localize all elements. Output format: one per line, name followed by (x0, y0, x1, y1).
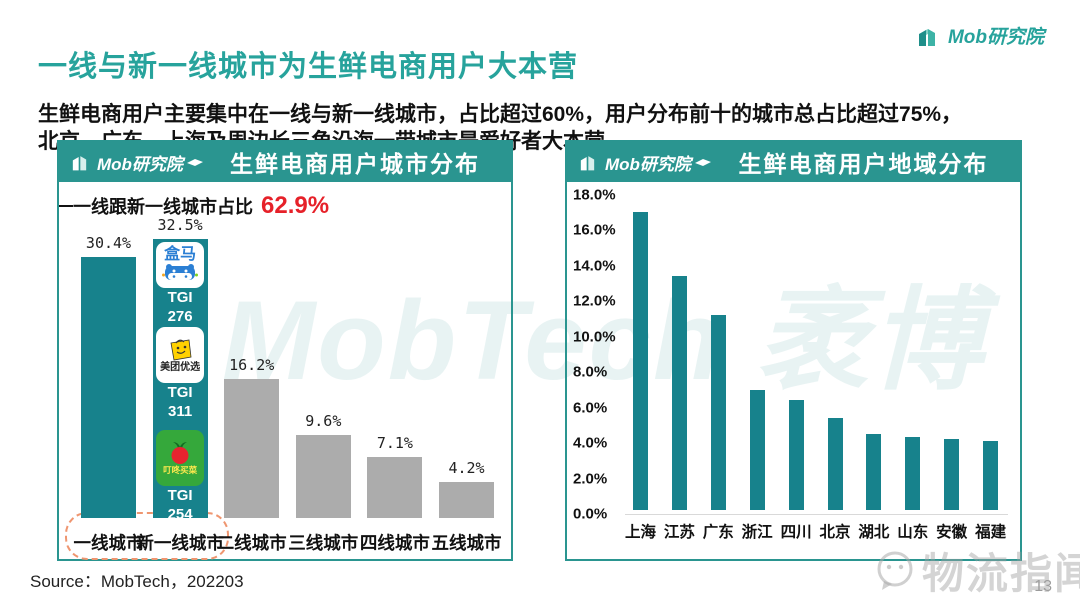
annotation-value: 62.9% (261, 192, 330, 219)
dingdong-radish-icon (171, 441, 189, 464)
city-bar-4 (295, 435, 351, 518)
mob-logo-small: Mob研究院 (71, 150, 203, 175)
y-axis-tick-3: 14.0% (573, 257, 616, 275)
region-category-label-4: 浙江 (741, 524, 773, 541)
mob-logo-small: Mob研究院 (579, 150, 711, 175)
city-bar-group-2: 32.5% 盒马 TGI 276 美团优选 TGI 311 叮咚买菜 TGI 254 (152, 215, 208, 523)
annotation-text: 一线跟新一线城市占比 (73, 197, 253, 217)
region-bar-6 (827, 417, 843, 510)
city-bar-group-3: 16.2% (224, 355, 280, 518)
region-distribution-chart: Mob研究院 生鲜电商用户地域分布 18.0% 16.0% 14.0% 12.0% 10… (565, 140, 1022, 561)
y-axis-tick-9: 2.0% (573, 470, 608, 488)
region-bar-2 (671, 276, 687, 510)
chart-title: 生鲜电商用户城市分布 (230, 151, 480, 177)
subtitle-line-1: 生鲜电商用户主要集中在一线与新一线城市，占比超过60%，用户分布前十的城市总占比… (38, 103, 963, 126)
app-tgi-value: 311 (167, 402, 193, 420)
city-category-label-5: 四线城市 (359, 533, 430, 553)
city-bar-group-4: 9.6% (295, 412, 351, 518)
region-bar-10 (983, 440, 999, 510)
app-tgi-label: TGI (167, 288, 193, 306)
region-category-label-10: 福建 (975, 524, 1007, 541)
region-chart-header: Mob研究院 生鲜电商用户地域分布 (567, 142, 1020, 182)
brand-name: Mob研究院 (947, 27, 1044, 48)
app-tgi-value: 276 (167, 307, 193, 325)
app-tgi-label: TGI (167, 486, 193, 504)
mob-building-icon (72, 156, 87, 171)
region-category-label-9: 安徽 (936, 524, 968, 541)
city-bar-group-5: 7.1% (367, 433, 423, 518)
city-category-label-6: 五线城市 (431, 533, 502, 553)
city-bar-6 (439, 481, 494, 518)
city-bar-value-3: 16.2% (229, 355, 275, 374)
city-distribution-chart: Mob研究院 生鲜电商用户城市分布 一线跟新一线城市占比 62.9% 30.4%… (57, 140, 513, 561)
app-badge-name: 美团优选 (160, 362, 201, 373)
region-category-label-3: 广东 (702, 524, 734, 541)
highlight-dashed-outline (65, 512, 229, 560)
app-badge-name: 盒马 (164, 246, 197, 263)
region-bar-9 (944, 439, 960, 510)
app-tgi-value: 254 (167, 505, 193, 523)
brand-name: Mob研究院 (97, 154, 183, 174)
city-chart-header: Mob研究院 生鲜电商用户城市分布 (59, 142, 511, 182)
y-axis-tick-8: 4.0% (573, 434, 608, 452)
city-bar-value-6: 4.2% (448, 458, 485, 477)
y-axis-tick-10: 0.0% (573, 505, 608, 523)
y-axis-tick-7: 6.0% (573, 399, 608, 417)
app-badge-2: 美团优选 (156, 326, 205, 383)
brand-name: Mob研究院 (605, 154, 691, 174)
region-category-label-1: 上海 (624, 524, 657, 541)
annotation-first-tier-share: 一线跟新一线城市占比 62.9% (59, 192, 329, 220)
y-axis-tick-5: 10.0% (573, 328, 616, 346)
city-bar-2: 盒马 TGI 276 美团优选 TGI 311 叮咚买菜 TGI 254 (152, 238, 208, 523)
app-badge-name: 叮咚买菜 (163, 464, 198, 475)
city-bar-1 (81, 256, 136, 518)
graduation-cap-icon (186, 159, 203, 166)
city-bar-value-2: 32.5% (157, 215, 203, 234)
y-axis-tick-4: 12.0% (573, 292, 616, 310)
y-axis-tick-6: 8.0% (573, 363, 608, 381)
page-title: 一线与新一线城市为生鲜电商用户大本营 (38, 51, 579, 84)
app-badge-1: 盒马 (156, 241, 205, 288)
y-axis-tick-2: 16.0% (573, 221, 616, 239)
chart-title: 生鲜电商用户地域分布 (738, 151, 989, 177)
region-bar-1 (633, 212, 648, 510)
region-category-label-8: 山东 (897, 524, 929, 541)
region-bar-5 (788, 400, 804, 510)
region-category-label-2: 江苏 (663, 524, 695, 541)
city-bar-3 (224, 378, 280, 518)
city-bar-5 (367, 456, 423, 518)
page-number: 13 (1034, 578, 1052, 595)
region-bar-3 (710, 315, 726, 510)
region-bar-8 (905, 437, 921, 510)
city-bar-value-4: 9.6% (305, 412, 342, 431)
graduation-cap-icon (694, 159, 711, 166)
region-bar-7 (866, 433, 882, 510)
city-category-label-1: 一线城市 (73, 533, 144, 553)
hema-hippo-icon (162, 264, 199, 280)
city-category-label-3: 二线城市 (216, 533, 287, 553)
city-bar-group-1: 30.4% (81, 234, 136, 518)
meituan-bag-icon (170, 339, 192, 361)
city-bar-value-5: 7.1% (376, 433, 413, 452)
city-category-label-4: 三线城市 (288, 533, 359, 553)
annotation-connector-line (59, 204, 73, 208)
brand-logo-top: Mob研究院 (917, 22, 1044, 49)
source-note: Source：MobTech，202203 (30, 572, 244, 591)
app-tgi-label: TGI (167, 383, 193, 401)
x-axis-line (625, 514, 1008, 515)
mob-building-icon (580, 156, 595, 171)
app-badges-stack: 盒马 TGI 276 美团优选 TGI 311 叮咚买菜 TGI 254 (153, 239, 208, 523)
mob-building-icon (918, 28, 935, 46)
region-category-label-5: 四川 (780, 524, 812, 541)
region-category-label-6: 北京 (819, 524, 851, 541)
city-category-label-2: 新一线城市 (136, 533, 224, 553)
app-badge-3: 叮咚买菜 (156, 429, 205, 486)
y-axis-tick-1: 18.0% (573, 186, 616, 204)
region-category-label-7: 湖北 (858, 524, 890, 541)
city-bar-value-1: 30.4% (85, 233, 132, 252)
city-bar-group-6: 4.2% (439, 459, 494, 518)
region-bar-4 (749, 389, 765, 510)
